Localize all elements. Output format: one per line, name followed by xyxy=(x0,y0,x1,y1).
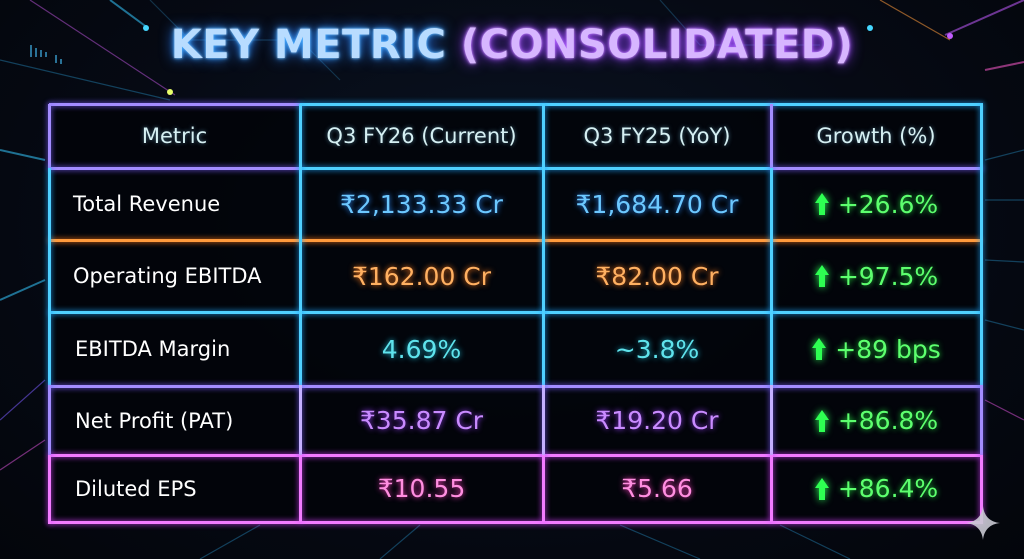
grid-line xyxy=(49,385,981,388)
up-arrow-icon xyxy=(811,337,827,361)
growth-value: +97.5% xyxy=(771,240,981,312)
grid-line xyxy=(770,104,773,168)
grid-line xyxy=(48,168,51,385)
grid-line xyxy=(980,385,983,455)
growth-text: +97.5% xyxy=(837,261,939,291)
metric-label: Total Revenue xyxy=(73,192,221,216)
previous-value: ₹19.20 Cr xyxy=(595,406,719,435)
grid-line xyxy=(300,103,983,106)
current-value: ₹162.00 Cr xyxy=(351,261,492,291)
previous-value: ₹1,684.70 Cr xyxy=(575,189,739,219)
grid-line xyxy=(300,167,771,170)
header-current: Q3 FY26 (Current) xyxy=(326,124,517,148)
current-value: ₹2,133.33 Cr xyxy=(340,189,503,219)
grid-line xyxy=(49,239,981,242)
growth-value: +26.6% xyxy=(771,168,981,240)
grid-line xyxy=(48,104,51,168)
sparkle-icon xyxy=(966,506,1000,540)
up-arrow-icon xyxy=(814,409,830,433)
grid-line xyxy=(980,455,983,524)
grid-line xyxy=(542,385,545,455)
header-growth: Growth (%) xyxy=(816,124,936,148)
grid-line xyxy=(49,311,981,314)
grid-line xyxy=(299,104,302,385)
metric-label: Operating EBITDA xyxy=(73,264,262,288)
growth-text: +86.4% xyxy=(837,474,939,503)
grid-line xyxy=(299,385,302,455)
up-arrow-icon xyxy=(814,477,830,501)
grid-line xyxy=(48,385,51,455)
metric-label: Diluted EPS xyxy=(75,476,197,501)
up-arrow-icon xyxy=(814,264,830,288)
grid-line xyxy=(48,455,51,524)
growth-value: +86.8% xyxy=(771,386,981,455)
current-value: 4.69% xyxy=(381,334,462,364)
current-value: ₹10.55 xyxy=(377,474,466,503)
up-arrow-icon xyxy=(814,192,830,216)
previous-value: ₹5.66 xyxy=(621,474,693,503)
page-title: KEY METRIC (CONSOLIDATED) xyxy=(0,22,1024,68)
grid-line xyxy=(49,167,300,170)
grid-line xyxy=(771,167,983,170)
title-consolidated: (CONSOLIDATED) xyxy=(460,22,854,68)
grid-line xyxy=(770,455,773,522)
growth-text: +86.8% xyxy=(837,406,939,435)
grid-line xyxy=(542,455,545,522)
metric-label: EBITDA Margin xyxy=(75,337,231,361)
growth-text: +26.6% xyxy=(837,189,939,219)
title-key-metric: KEY METRIC xyxy=(170,22,447,68)
grid-line xyxy=(299,455,302,522)
metric-label: Net Profit (PAT) xyxy=(75,408,234,433)
grid-line xyxy=(770,168,773,385)
grid-line xyxy=(770,385,773,455)
growth-text: +89 bps xyxy=(835,334,941,364)
grid-line xyxy=(542,104,545,385)
growth-value: +89 bps xyxy=(771,312,981,386)
current-value: ₹35.87 Cr xyxy=(359,406,484,435)
grid-line xyxy=(49,521,983,524)
grid-line xyxy=(980,104,983,385)
header-metric: Metric xyxy=(141,124,208,148)
grid-line xyxy=(49,454,981,457)
previous-value: ₹82.00 Cr xyxy=(595,261,719,291)
growth-value: +86.4% xyxy=(771,455,981,522)
grid-line xyxy=(49,103,300,106)
metrics-table: Metric Q3 FY26 (Current) Q3 FY25 (YoY) G… xyxy=(48,103,983,524)
header-previous: Q3 FY25 (YoY) xyxy=(583,124,731,148)
previous-value: ~3.8% xyxy=(614,334,700,364)
